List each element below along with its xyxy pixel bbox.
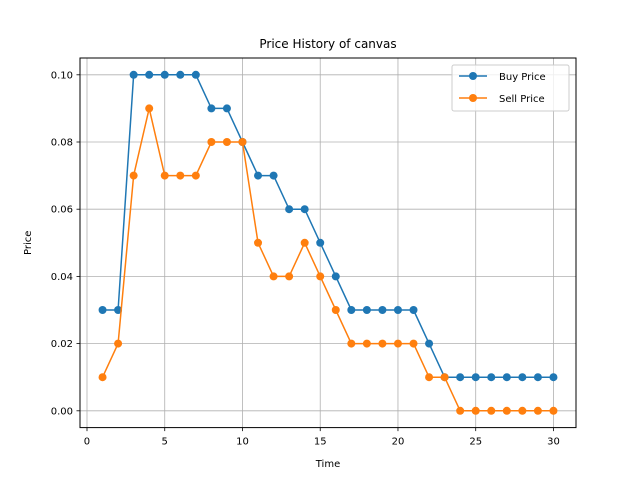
series-layer xyxy=(98,70,558,415)
data-point-buy-price xyxy=(471,373,480,382)
data-point-buy-price xyxy=(456,373,465,382)
data-point-sell-price xyxy=(285,272,294,281)
data-point-buy-price xyxy=(393,306,402,314)
x-tick-label: 25 xyxy=(469,437,482,448)
chart-title: Price History of canvas xyxy=(259,37,396,51)
data-point-sell-price xyxy=(300,238,309,247)
y-tick-label: 0.10 xyxy=(51,70,73,81)
x-tick-label: 15 xyxy=(314,437,327,448)
y-tick-label: 0.08 xyxy=(51,138,73,149)
data-point-sell-price xyxy=(347,339,356,348)
data-point-buy-price xyxy=(533,373,542,382)
data-point-buy-price xyxy=(222,104,231,113)
data-point-buy-price xyxy=(378,306,387,314)
legend-sell-label: Sell Price xyxy=(499,94,545,105)
data-point-sell-price xyxy=(114,339,123,348)
data-point-sell-price xyxy=(425,373,434,382)
series-buy-price xyxy=(98,70,558,382)
grid xyxy=(80,58,576,428)
data-point-sell-price xyxy=(518,406,527,415)
data-point-buy-price xyxy=(254,171,263,180)
data-point-buy-price xyxy=(549,373,558,382)
data-point-sell-price xyxy=(98,373,107,382)
data-point-sell-price xyxy=(440,373,449,382)
data-point-buy-price xyxy=(145,70,154,79)
data-point-sell-price xyxy=(176,171,185,180)
y-tick-label: 0.04 xyxy=(51,272,73,283)
data-point-buy-price xyxy=(518,373,527,382)
data-point-sell-price xyxy=(456,406,465,415)
data-point-sell-price xyxy=(549,406,558,415)
ticks: 0 5 10 15 20 25 30 0.00 0.02 0.04 0.06 0.08 0.10 xyxy=(51,70,560,447)
data-point-buy-price xyxy=(269,171,278,180)
x-tick-label: 0 xyxy=(84,437,90,448)
data-point-sell-price xyxy=(129,171,138,180)
data-point-buy-price xyxy=(191,70,200,79)
data-point-sell-price xyxy=(160,171,169,180)
data-point-sell-price xyxy=(502,406,511,415)
data-point-buy-price xyxy=(316,238,325,247)
x-tick-label: 30 xyxy=(547,437,560,448)
y-tick-label: 0.00 xyxy=(51,406,73,417)
x-axis-label: Time xyxy=(315,459,340,470)
data-point-sell-price xyxy=(222,138,231,146)
data-point-buy-price xyxy=(502,373,511,382)
legend-buy-label: Buy Price xyxy=(499,72,546,83)
data-point-buy-price xyxy=(160,70,169,79)
legend: Buy Price Sell Price xyxy=(451,64,570,112)
x-tick-label: 5 xyxy=(162,437,168,448)
data-point-buy-price xyxy=(207,104,216,113)
data-point-buy-price xyxy=(425,339,434,348)
y-axis-label: Price xyxy=(23,231,34,255)
x-tick-label: 10 xyxy=(236,437,249,448)
data-point-buy-price xyxy=(285,205,294,214)
data-point-sell-price xyxy=(316,272,325,281)
data-point-sell-price xyxy=(533,406,542,415)
data-point-buy-price xyxy=(331,272,340,281)
legend-buy-marker xyxy=(469,72,477,80)
data-point-sell-price xyxy=(471,406,480,415)
plot-frame xyxy=(79,57,577,429)
data-point-sell-price xyxy=(269,272,278,281)
data-point-buy-price xyxy=(114,306,123,314)
data-point-sell-price xyxy=(393,339,402,348)
data-point-sell-price xyxy=(191,171,200,180)
data-point-sell-price xyxy=(378,339,387,348)
data-point-buy-price xyxy=(362,306,371,314)
data-point-sell-price xyxy=(362,339,371,348)
x-tick-label: 20 xyxy=(392,437,405,448)
y-tick-label: 0.06 xyxy=(51,205,73,216)
data-point-sell-price xyxy=(254,238,263,247)
legend-sell-marker xyxy=(469,94,477,102)
data-point-buy-price xyxy=(347,306,356,314)
y-tick-label: 0.02 xyxy=(51,339,73,350)
data-point-buy-price xyxy=(487,373,496,382)
series-sell-price xyxy=(98,104,558,415)
data-point-sell-price xyxy=(207,138,216,146)
data-point-sell-price xyxy=(409,339,418,348)
data-point-sell-price xyxy=(238,138,247,146)
data-point-buy-price xyxy=(129,70,138,79)
data-point-sell-price xyxy=(145,104,154,113)
data-point-buy-price xyxy=(176,70,185,79)
data-point-sell-price xyxy=(487,406,496,415)
data-point-buy-price xyxy=(98,306,107,314)
data-point-sell-price xyxy=(331,306,340,314)
data-point-buy-price xyxy=(300,205,309,214)
data-point-buy-price xyxy=(409,306,418,314)
